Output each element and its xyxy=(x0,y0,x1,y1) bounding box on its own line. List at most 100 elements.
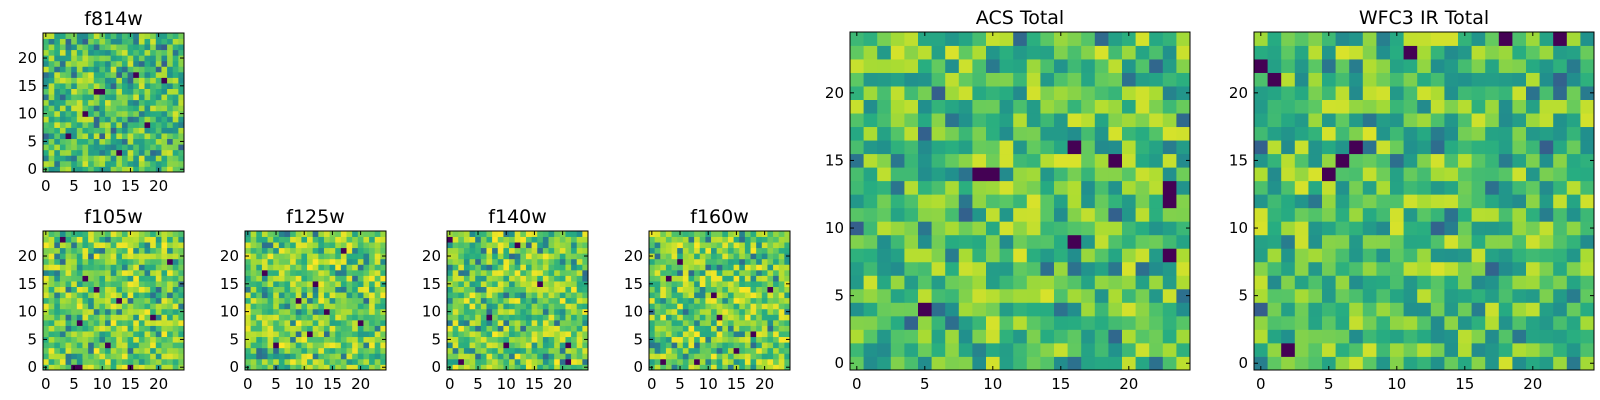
heatmap-cell xyxy=(295,297,302,304)
heatmap-cell xyxy=(475,303,482,310)
heatmap-cell xyxy=(458,231,465,237)
heatmap-cell xyxy=(520,319,527,326)
heatmap-cell xyxy=(178,99,185,106)
heatmap-cell xyxy=(144,292,151,299)
heatmap-cell xyxy=(1512,140,1527,155)
heatmap-cell xyxy=(520,308,527,315)
heatmap-cell xyxy=(150,242,157,249)
heatmap-cell xyxy=(716,231,723,237)
heatmap-cell xyxy=(699,275,706,282)
heatmap-cell xyxy=(1403,275,1418,290)
heatmap-cell xyxy=(548,308,555,315)
heatmap-cell xyxy=(699,364,706,371)
heatmap-cell xyxy=(138,110,145,117)
heatmap-cell xyxy=(88,303,95,310)
heatmap-cell xyxy=(88,292,95,299)
heatmap-cell xyxy=(1176,167,1191,182)
heatmap-cell xyxy=(1458,126,1472,141)
heatmap-cell xyxy=(1539,234,1554,249)
heatmap-cell xyxy=(1539,342,1554,357)
heatmap-cell xyxy=(475,358,482,365)
heatmap-cell xyxy=(155,116,162,123)
heatmap-cell xyxy=(660,347,667,354)
heatmap-cell xyxy=(682,325,689,332)
heatmap-cell xyxy=(144,77,151,84)
heatmap-cell xyxy=(877,180,892,195)
heatmap-cell xyxy=(694,358,701,365)
heatmap-cell xyxy=(1135,288,1150,303)
heatmap-cell xyxy=(88,71,95,78)
heatmap-cell xyxy=(565,319,572,326)
heatmap-cell xyxy=(576,331,583,338)
heatmap-cell xyxy=(565,269,572,276)
heatmap-cell xyxy=(76,347,83,354)
heatmap-cell xyxy=(571,303,578,310)
heatmap-cell xyxy=(458,358,465,365)
heatmap-cell xyxy=(582,247,589,254)
heatmap-cell xyxy=(121,292,128,299)
heatmap-cell xyxy=(71,331,78,338)
heatmap-cell xyxy=(88,60,95,67)
heatmap-cell xyxy=(972,86,987,100)
heatmap-cell xyxy=(784,347,791,354)
heatmap-cell xyxy=(1539,140,1554,155)
heatmap-cell xyxy=(380,353,387,360)
heatmap-cell xyxy=(127,110,134,117)
heatmap-cell xyxy=(677,303,684,310)
heatmap-cell xyxy=(295,353,302,360)
heatmap-cell xyxy=(1553,234,1568,249)
heatmap-cell xyxy=(660,364,667,371)
heatmap-cell xyxy=(105,94,112,101)
heatmap-cell xyxy=(178,44,185,51)
heatmap-cell xyxy=(463,264,470,271)
heatmap-cell xyxy=(480,336,487,343)
heatmap-cell xyxy=(778,253,785,260)
heatmap-cell xyxy=(475,297,482,304)
heatmap-cell xyxy=(301,319,308,326)
heatmap-cell xyxy=(877,302,892,317)
heatmap-cell xyxy=(172,44,179,51)
heatmap-cell xyxy=(722,308,729,315)
heatmap-cell xyxy=(290,325,297,332)
heatmap-cell xyxy=(59,88,66,95)
heatmap-cell xyxy=(93,236,100,243)
heatmap-cell xyxy=(850,275,864,290)
heatmap-cell xyxy=(1444,342,1459,357)
heatmap-cell xyxy=(1294,275,1309,290)
heatmap-cell xyxy=(773,242,780,249)
heatmap-cell xyxy=(999,207,1014,222)
heatmap-cell xyxy=(537,347,544,354)
heatmap-cell xyxy=(1362,275,1377,290)
heatmap-cell xyxy=(682,253,689,260)
heatmap-cell xyxy=(284,325,291,332)
heatmap-cell xyxy=(542,308,549,315)
heatmap-cell xyxy=(1498,329,1513,344)
heatmap-cell xyxy=(1390,45,1404,60)
heatmap-cell xyxy=(525,258,532,265)
heatmap-cell xyxy=(1135,261,1150,276)
heatmap-cell xyxy=(167,88,174,95)
heatmap-cell xyxy=(312,314,319,321)
heatmap-cell xyxy=(452,308,459,315)
heatmap-cell xyxy=(1417,221,1432,236)
heatmap-cell xyxy=(167,264,174,271)
heatmap-cell xyxy=(1108,342,1123,357)
heatmap-cell xyxy=(127,94,134,101)
heatmap-cell xyxy=(178,275,185,282)
heatmap-cell xyxy=(76,55,83,62)
x-tick-label: 5 xyxy=(69,177,79,195)
heatmap-cell xyxy=(649,297,656,304)
heatmap-cell xyxy=(127,66,134,73)
heatmap-cell xyxy=(784,242,791,249)
heatmap-cell xyxy=(660,269,667,276)
heatmap-cell xyxy=(369,353,376,360)
heatmap-cell xyxy=(172,94,179,101)
heatmap-cell xyxy=(76,127,83,134)
heatmap-cell xyxy=(722,264,729,271)
heatmap-cell xyxy=(503,308,510,315)
heatmap-cell xyxy=(514,308,521,315)
heatmap-cell xyxy=(363,331,370,338)
heatmap-cell xyxy=(172,342,179,349)
heatmap-cell xyxy=(105,258,112,265)
heatmap-cell xyxy=(999,275,1014,290)
